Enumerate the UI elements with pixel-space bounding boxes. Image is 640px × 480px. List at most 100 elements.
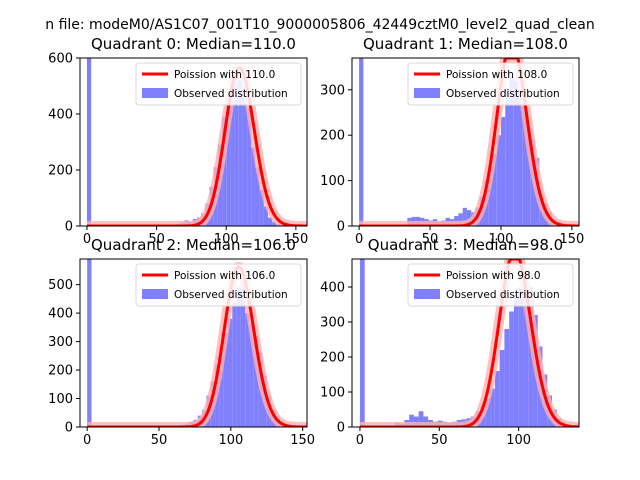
histogram-bar: [263, 206, 269, 226]
quadrant-1-legend: Poission with 108.0 Observed distribution: [407, 62, 574, 106]
histogram-bar: [86, 58, 92, 226]
histogram-bar: [513, 294, 519, 427]
histogram-bar: [223, 333, 228, 427]
histogram-bar: [236, 287, 241, 427]
histogram-bar: [234, 69, 239, 226]
histogram-bar: [458, 213, 463, 226]
histogram-bar: [253, 335, 259, 427]
x-tick-label: 0: [83, 433, 91, 448]
histogram-bar: [245, 313, 250, 427]
histogram-bar: [230, 86, 235, 226]
legend-hist-label: Observed distribution: [446, 88, 560, 100]
y-tick-label: 100: [320, 386, 345, 401]
quadrant-1-axes-frame: [351, 57, 580, 227]
x-tick-label: 50: [431, 433, 448, 448]
quadrant-3-legend: Poission with 98.0 Observed distribution: [407, 263, 574, 307]
quadrant-3-chart: 0 50 100 0 100 200 300 400 Quadrant 3: Median=98…: [320, 236, 580, 448]
y-tick-label: 500: [48, 278, 73, 293]
y-tick-label: 200: [320, 129, 345, 144]
x-tick-label: 100: [489, 232, 514, 247]
quadrant-0-legend: Poission with 110.0 Observed distribution: [135, 62, 302, 106]
histogram-bar: [522, 103, 527, 226]
legend-hist-swatch: [142, 88, 168, 98]
histogram-bar: [462, 207, 467, 226]
y-tick-label: 100: [48, 392, 73, 407]
histogram-bar: [494, 371, 500, 427]
y-tick-label: 400: [48, 307, 73, 322]
y-tick-label: 400: [320, 281, 345, 296]
x-tick-label: 50: [151, 433, 168, 448]
histogram-bar: [413, 416, 419, 427]
x-tick-label: 150: [290, 433, 315, 448]
histogram-bar: [238, 80, 243, 226]
histogram-bar: [251, 147, 256, 226]
histogram-bar: [255, 167, 260, 226]
quadrant-2-legend: Poission with 106.0 Observed distribution: [135, 263, 302, 307]
histogram-bar: [509, 76, 514, 226]
y-tick-label: 600: [48, 52, 73, 67]
quadrant-1-title: Quadrant 1: Median=108.0: [363, 35, 568, 53]
histogram-bar: [232, 301, 237, 427]
figure-suptitle: n file: modeM0/AS1C07_001T10_9000005806_…: [45, 17, 594, 33]
quadrant-3-title: Quadrant 3: Median=98.0: [368, 236, 563, 254]
legend-fit-label: Poission with 106.0: [174, 270, 275, 282]
histogram-bar: [268, 217, 273, 226]
histogram-bar: [485, 399, 491, 427]
y-tick-label: 100: [320, 174, 345, 189]
x-tick-label: 50: [148, 232, 165, 247]
y-tick-label: 300: [320, 316, 345, 331]
histogram-bar: [409, 414, 414, 427]
legend-hist-label: Observed distribution: [174, 88, 288, 100]
histogram-bar: [227, 318, 233, 427]
histogram-bar: [490, 388, 495, 427]
histogram-bar: [222, 116, 227, 226]
histogram-bar: [359, 259, 365, 427]
histogram-bar: [240, 278, 246, 427]
y-tick-label: 300: [48, 335, 73, 350]
x-tick-label: 100: [218, 433, 243, 448]
legend-hist-swatch: [414, 289, 440, 299]
histogram-bar: [505, 89, 510, 226]
histogram-bar: [526, 126, 531, 226]
quadrant-2-chart: 0 50 100 150 0 100 200 300 400 500 Quadrant 2: Med…: [48, 236, 315, 448]
quadrant-2-title: Quadrant 2: Median=106.0: [91, 236, 296, 254]
histogram-bar: [466, 210, 472, 226]
legend-box: [407, 62, 574, 106]
legend-fit-label: Poission with 108.0: [446, 69, 547, 81]
histogram-bar: [509, 311, 514, 427]
histogram-bar: [513, 80, 518, 226]
histogram-bar: [492, 153, 497, 226]
histogram-bar: [219, 347, 224, 427]
histogram-bar: [359, 58, 364, 226]
quadrant-0-title: Quadrant 0: Median=110.0: [91, 35, 296, 53]
histogram-bar: [247, 108, 252, 226]
histogram-bar: [528, 287, 533, 427]
histogram-bar: [504, 329, 510, 427]
histogram-bar: [423, 416, 429, 427]
legend-fit-label: Poission with 110.0: [174, 69, 275, 81]
legend-box: [135, 263, 302, 307]
legend-box: [407, 263, 574, 307]
quadrant-0-axes-frame: [79, 57, 308, 227]
legend-fit-label: Poission with 98.0: [446, 270, 541, 282]
y-tick-label: 200: [48, 364, 73, 379]
x-tick-label: 0: [83, 232, 91, 247]
quadrant-3-axes-frame: [351, 258, 580, 428]
histogram-bar: [496, 135, 501, 226]
histogram-bar: [272, 221, 277, 226]
x-tick-label: 0: [356, 433, 364, 448]
y-tick-label: 0: [65, 220, 73, 235]
histogram-bar: [517, 89, 523, 226]
histogram-bar: [249, 324, 254, 427]
legend-box: [135, 62, 302, 106]
x-tick-label: 50: [422, 232, 439, 247]
x-tick-label: 100: [506, 433, 531, 448]
y-tick-label: 200: [320, 351, 345, 366]
y-tick-label: 400: [48, 108, 73, 123]
legend-hist-swatch: [142, 289, 168, 299]
x-tick-label: 150: [559, 232, 584, 247]
y-tick-label: 0: [337, 220, 345, 235]
histogram-bar: [226, 94, 231, 226]
histogram-bar: [523, 273, 529, 427]
